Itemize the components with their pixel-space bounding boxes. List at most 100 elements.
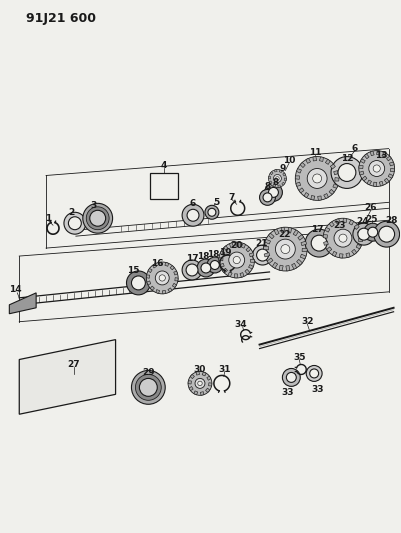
Text: 20: 20 xyxy=(231,240,243,249)
Polygon shape xyxy=(300,163,305,167)
Text: 1: 1 xyxy=(45,214,51,223)
Polygon shape xyxy=(147,281,151,285)
Polygon shape xyxy=(275,169,277,172)
Text: 30: 30 xyxy=(194,365,206,374)
Polygon shape xyxy=(175,278,178,281)
Polygon shape xyxy=(288,228,292,233)
Polygon shape xyxy=(367,180,371,185)
Circle shape xyxy=(282,368,300,386)
Polygon shape xyxy=(267,258,273,263)
Polygon shape xyxy=(377,151,380,155)
Polygon shape xyxy=(220,251,225,255)
Text: 10: 10 xyxy=(283,156,296,165)
Text: 17: 17 xyxy=(311,225,324,233)
Polygon shape xyxy=(165,262,168,266)
Circle shape xyxy=(208,208,216,216)
Polygon shape xyxy=(246,247,251,252)
Polygon shape xyxy=(209,383,212,386)
Polygon shape xyxy=(358,231,363,235)
Polygon shape xyxy=(313,157,317,161)
Polygon shape xyxy=(235,274,237,278)
Polygon shape xyxy=(297,260,302,265)
Polygon shape xyxy=(194,391,198,395)
Polygon shape xyxy=(174,271,178,275)
Text: 28: 28 xyxy=(385,216,398,225)
Circle shape xyxy=(207,257,223,273)
Polygon shape xyxy=(251,259,255,262)
Circle shape xyxy=(90,211,105,226)
Circle shape xyxy=(379,226,395,242)
Circle shape xyxy=(132,276,146,290)
Circle shape xyxy=(198,381,202,386)
Polygon shape xyxy=(299,188,304,193)
Polygon shape xyxy=(340,254,343,258)
Polygon shape xyxy=(219,263,224,268)
Polygon shape xyxy=(389,162,394,166)
Polygon shape xyxy=(281,227,285,232)
Text: 15: 15 xyxy=(127,266,140,276)
Circle shape xyxy=(273,174,282,182)
Polygon shape xyxy=(263,247,269,250)
Circle shape xyxy=(69,217,81,230)
Circle shape xyxy=(229,252,245,268)
Polygon shape xyxy=(346,253,350,257)
Circle shape xyxy=(269,169,286,188)
Text: 24: 24 xyxy=(356,217,369,226)
Circle shape xyxy=(83,203,113,233)
Polygon shape xyxy=(333,184,338,188)
Polygon shape xyxy=(188,381,191,384)
Circle shape xyxy=(205,205,219,219)
Polygon shape xyxy=(272,262,277,268)
Circle shape xyxy=(269,188,278,197)
Polygon shape xyxy=(293,230,298,236)
Circle shape xyxy=(136,375,161,400)
Polygon shape xyxy=(269,176,271,179)
Circle shape xyxy=(281,245,290,254)
Polygon shape xyxy=(324,193,328,199)
Text: 27: 27 xyxy=(67,360,80,369)
Text: 22: 22 xyxy=(278,230,291,239)
Text: 14: 14 xyxy=(9,285,22,294)
Circle shape xyxy=(219,242,255,278)
Circle shape xyxy=(140,378,157,397)
Polygon shape xyxy=(370,151,374,156)
Circle shape xyxy=(306,366,322,382)
Circle shape xyxy=(369,160,385,176)
Polygon shape xyxy=(365,154,369,159)
Circle shape xyxy=(373,165,380,172)
Circle shape xyxy=(313,174,322,183)
Circle shape xyxy=(263,227,307,271)
Text: 7: 7 xyxy=(229,193,235,202)
Polygon shape xyxy=(229,243,233,247)
Circle shape xyxy=(64,212,86,234)
Polygon shape xyxy=(332,251,337,256)
Polygon shape xyxy=(236,242,239,246)
Polygon shape xyxy=(228,272,232,277)
Circle shape xyxy=(195,378,205,389)
Circle shape xyxy=(86,207,109,230)
Polygon shape xyxy=(282,182,285,185)
Polygon shape xyxy=(196,372,200,375)
Polygon shape xyxy=(356,244,361,249)
Polygon shape xyxy=(336,219,340,223)
Circle shape xyxy=(259,189,275,205)
Text: 34: 34 xyxy=(234,320,247,329)
Circle shape xyxy=(182,260,202,280)
Polygon shape xyxy=(150,286,154,290)
Polygon shape xyxy=(301,241,307,246)
Polygon shape xyxy=(349,220,354,225)
Circle shape xyxy=(187,209,199,221)
Circle shape xyxy=(159,275,165,281)
Polygon shape xyxy=(172,283,176,287)
Text: 8: 8 xyxy=(264,182,271,191)
Polygon shape xyxy=(152,264,157,268)
Circle shape xyxy=(358,228,370,240)
Polygon shape xyxy=(200,392,204,395)
Polygon shape xyxy=(265,239,271,244)
Polygon shape xyxy=(279,265,283,271)
Polygon shape xyxy=(311,196,315,200)
Text: 18: 18 xyxy=(207,249,219,259)
Text: 3: 3 xyxy=(91,201,97,210)
Polygon shape xyxy=(159,262,162,265)
Circle shape xyxy=(331,157,363,188)
